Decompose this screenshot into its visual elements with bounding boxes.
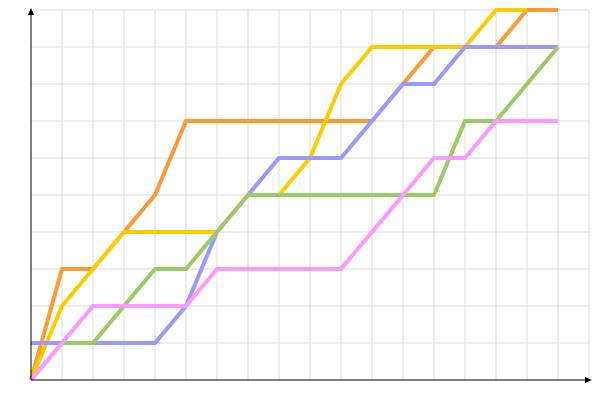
axes — [28, 8, 592, 383]
x-axis-arrow — [585, 377, 592, 383]
series-lines — [29, 8, 560, 382]
y-axis-arrow — [28, 8, 34, 15]
series-line-1 — [29, 8, 558, 381]
series-line-4 — [29, 45, 560, 382]
series-line-2 — [29, 8, 527, 381]
series-line-5 — [29, 119, 558, 382]
series-line-3 — [31, 45, 558, 345]
